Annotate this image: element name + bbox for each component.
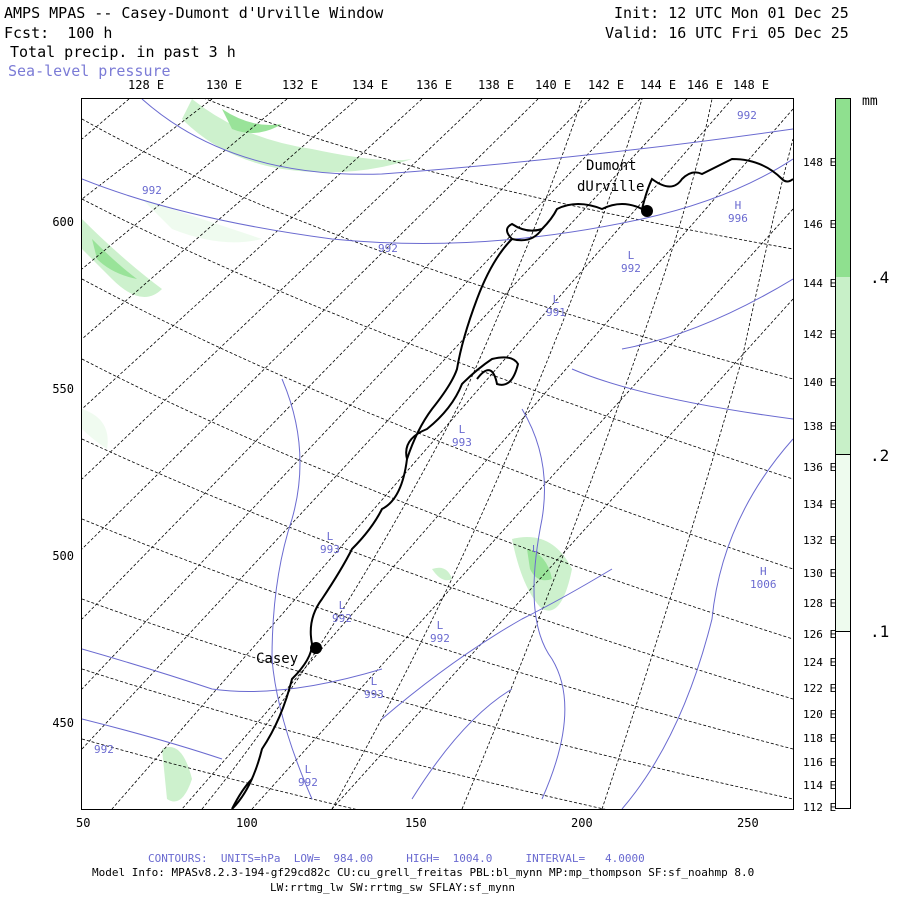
top-lon-label: 134 E — [352, 78, 389, 92]
top-lon-label: 138 E — [478, 78, 515, 92]
colorbar-label: .1 — [870, 622, 890, 641]
pressure-low-small: L — [532, 544, 539, 555]
top-lon-label: 142 E — [588, 78, 625, 92]
pressure-label: 992 — [142, 184, 162, 197]
init-time: Init: 12 UTC Mon 01 Dec 25 — [614, 4, 849, 22]
pressure-high: H 996 — [728, 199, 748, 225]
precip-shading — [82, 99, 572, 802]
top-lon-label: 140 E — [535, 78, 572, 92]
pressure-low: L 993 — [320, 530, 340, 556]
pressure-low: L 992 — [430, 619, 450, 645]
map-panel[interactable]: Casey Dumont dUrville 992 992 992 L 991 … — [81, 98, 794, 810]
top-lon-label: 144 E — [640, 78, 677, 92]
x-tick-label: 50 — [76, 816, 91, 830]
pressure-label: 992 — [737, 109, 757, 122]
colorbar-label: .4 — [870, 268, 890, 287]
graticule — [82, 99, 793, 809]
field-name: Total precip. in past 3 h — [10, 43, 236, 61]
x-tick-label: 100 — [236, 816, 258, 830]
y-tick-label: 600 — [52, 215, 74, 229]
colorbar-segment-mid — [835, 277, 851, 455]
colorbar-segment-low — [835, 455, 851, 632]
x-tick-label: 150 — [405, 816, 427, 830]
colorbar-segment-none — [835, 632, 851, 809]
top-lon-label: 130 E — [206, 78, 243, 92]
x-tick-label: 250 — [737, 816, 759, 830]
colorbar-segment-high — [835, 98, 851, 278]
top-lon-label: 148 E — [733, 78, 770, 92]
top-lon-label: 128 E — [128, 78, 165, 92]
top-lon-label: 136 E — [416, 78, 453, 92]
pressure-low: L 992 — [298, 763, 318, 789]
pressure-low: L 992 — [332, 599, 352, 625]
colorbar-label: .2 — [870, 446, 890, 465]
coastline — [231, 157, 793, 809]
y-tick-label: 500 — [52, 549, 74, 563]
slp-contours — [82, 99, 793, 809]
pressure-high: H 1006 — [750, 565, 777, 591]
contour-info: CONTOURS: UNITS=hPa LOW= 984.00 HIGH= 10… — [148, 852, 645, 865]
pressure-low: L 993 — [452, 423, 472, 449]
y-tick-label: 450 — [52, 716, 74, 730]
dumont-label-line1: Dumont — [586, 158, 637, 174]
casey-station-marker[interactable] — [310, 642, 322, 654]
colorbar-unit: mm — [862, 94, 878, 109]
top-lon-label: 132 E — [282, 78, 319, 92]
y-tick-label: 550 — [52, 382, 74, 396]
dumont-label-line2: dUrville — [577, 179, 645, 195]
pressure-label: 992 — [378, 242, 398, 255]
physics-info: LW:rrtmg_lw SW:rrtmg_sw SFLAY:sf_mynn — [270, 881, 516, 894]
dumont-station-marker[interactable] — [641, 205, 653, 217]
pressure-low: L 993 — [364, 675, 384, 701]
x-tick-label: 200 — [571, 816, 593, 830]
forecast-hour: Fcst: 100 h — [4, 24, 113, 42]
map-title: AMPS MPAS -- Casey-Dumont d'Urville Wind… — [4, 4, 384, 22]
valid-time: Valid: 16 UTC Fri 05 Dec 25 — [605, 24, 849, 42]
overlay-name: Sea-level pressure — [8, 62, 171, 80]
pressure-label: 992 — [94, 743, 114, 756]
casey-label: Casey — [256, 651, 299, 667]
model-info: Model Info: MPASv8.2.3-194-gf29cd82c CU:… — [92, 866, 755, 879]
pressure-low: L 991 — [546, 293, 566, 319]
map-canvas — [82, 99, 793, 809]
pressure-low: L 992 — [621, 249, 641, 275]
top-lon-label: 146 E — [687, 78, 724, 92]
